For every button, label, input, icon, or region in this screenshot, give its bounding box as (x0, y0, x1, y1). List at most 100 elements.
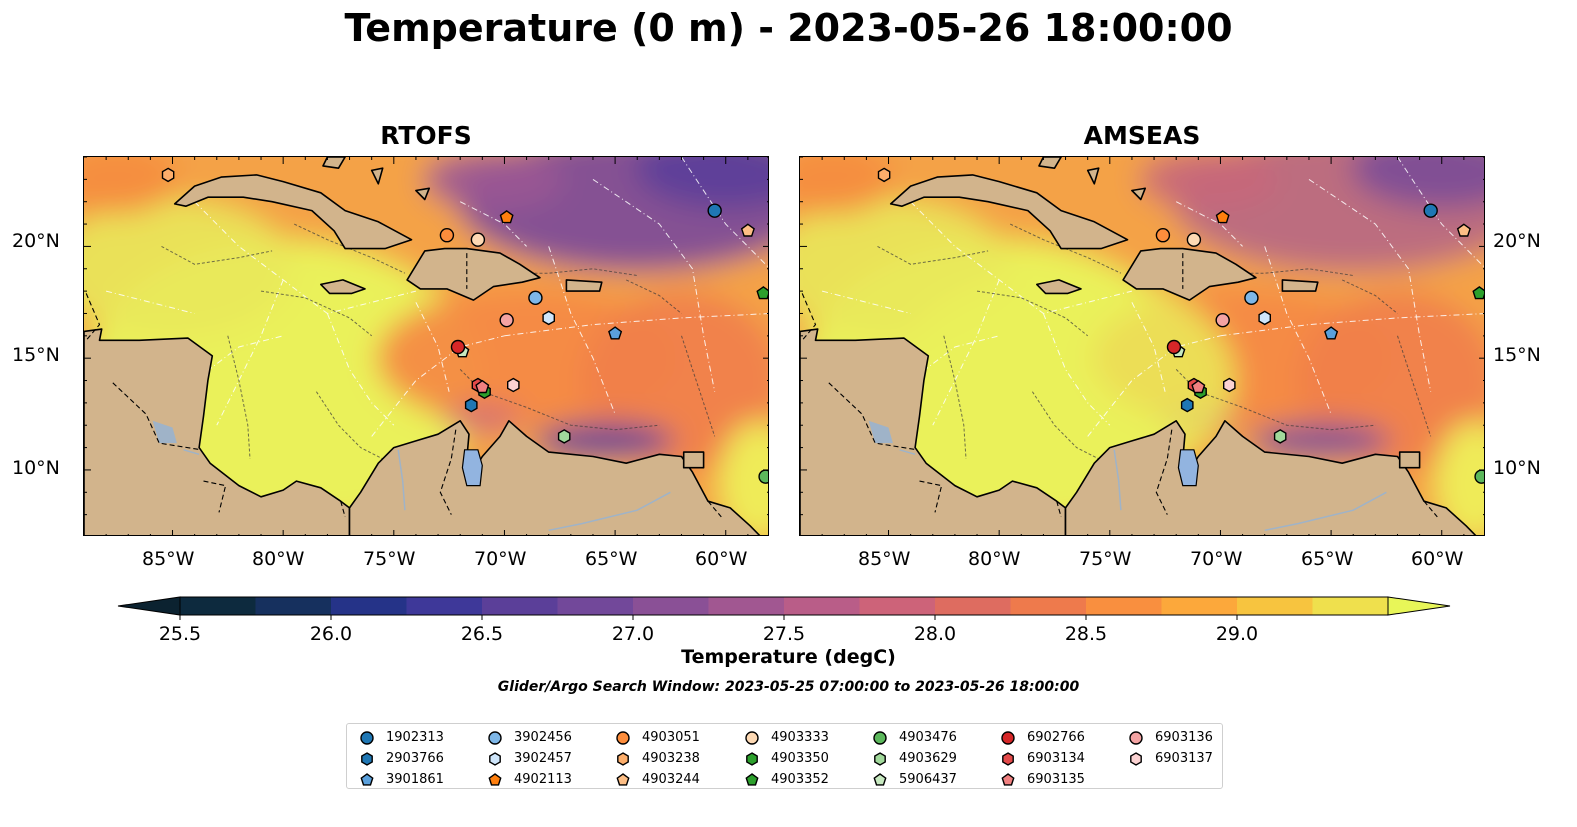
legend-item-label: 4903244 (642, 772, 700, 787)
map-panel-rtofs[interactable] (83, 156, 769, 536)
hexagon-marker-icon (1002, 751, 1014, 766)
legend-item: 4902113 (487, 769, 572, 790)
legend-item: 4903333 (744, 727, 829, 748)
panel-title-rtofs: RTOFS (380, 121, 472, 150)
float-marker-2903766 (464, 397, 478, 413)
legend-item-label: 6903137 (1155, 751, 1213, 766)
legend-item-label: 4903352 (771, 772, 829, 787)
circle-marker-icon (360, 730, 374, 745)
legend-item: 3902456 (487, 727, 572, 748)
legend-item: 6903135 (1000, 769, 1085, 790)
legend-column: 3902456 3902457 4902113 (487, 727, 572, 790)
panel-title-amseas: AMSEAS (1083, 121, 1201, 150)
float-marker-4903244 (740, 223, 755, 237)
lon-label-70w-right: 70°W (1190, 548, 1243, 570)
float-marker-4902113 (499, 210, 514, 224)
float-marker-4903244 (1456, 223, 1471, 237)
rtofs-map-svg (84, 157, 768, 535)
hexagon-marker-icon (489, 751, 501, 766)
legend-item: 6903134 (1000, 748, 1085, 769)
legend-item: 3901861 (359, 769, 444, 790)
float-marker-4903051 (1155, 228, 1171, 243)
legend-item-label: 4903476 (899, 730, 957, 745)
legend-item-label: 4903629 (899, 751, 957, 766)
legend-item-label: 3902456 (514, 730, 572, 745)
legend-item-label: 4903333 (771, 730, 829, 745)
float-marker-3901861 (608, 326, 623, 340)
search-window-text: Glider/Argo Search Window: 2023-05-25 07… (497, 679, 1080, 695)
colorbar-segment (557, 597, 634, 615)
colorbar-tick-label: 28.0 (914, 623, 956, 644)
colorbar-tick-label: 27.5 (763, 623, 805, 644)
colorbar-extend-low (117, 596, 181, 616)
legend-item: 1902313 (359, 727, 444, 748)
colorbar-tick-label: 25.5 (159, 623, 201, 644)
float-marker-3902456 (1244, 290, 1259, 306)
lon-label-80w-right: 80°W (968, 548, 1021, 570)
colorbar-tick-label: 28.5 (1065, 623, 1107, 644)
hexagon-marker-icon (874, 751, 886, 766)
lon-label-80w-left: 80°W (252, 548, 305, 570)
circle-marker-icon (488, 730, 502, 745)
legend-item-label: 4902113 (514, 772, 572, 787)
float-marker-4903352 (1472, 286, 1484, 300)
legend-item: 2903766 (359, 748, 444, 769)
legend-column: 6902766 6903134 6903135 (1000, 727, 1085, 790)
colorbar-segment (1010, 597, 1087, 615)
float-marker-6903136 (499, 312, 514, 328)
float-legend: 1902313 2903766 3901861 3902456 3902457 49021… (346, 723, 1223, 789)
colorbar-tick-label: 27.0 (612, 623, 654, 644)
legend-column: 4903333 4903350 4903352 (744, 727, 829, 790)
legend-item-label: 4903238 (642, 751, 700, 766)
lon-label-70w-left: 70°W (474, 548, 527, 570)
lon-label-85w-right: 85°W (858, 548, 911, 570)
float-marker-4903629 (1273, 429, 1287, 444)
colorbar-segment (935, 597, 1011, 615)
colorbar-segment (482, 597, 558, 615)
legend-item: 4903051 (615, 727, 700, 748)
legend-item: 4903238 (615, 748, 700, 769)
map-panel-amseas[interactable] (799, 156, 1485, 536)
colorbar-segment (859, 597, 936, 615)
colorbar-segment (1161, 597, 1238, 615)
legend-item: 4903629 (872, 748, 957, 769)
legend-column: 4903476 4903629 5906437 (872, 727, 957, 790)
pentagon-marker-icon (360, 772, 374, 786)
legend-item-label: 6902766 (1027, 730, 1085, 745)
legend-item-label: 6903136 (1155, 730, 1213, 745)
legend-item-label: 2903766 (386, 751, 444, 766)
legend-item-label: 1902313 (386, 730, 444, 745)
float-marker-1902313 (1423, 203, 1438, 218)
lon-label-75w-left: 75°W (363, 548, 416, 570)
lat-label-10n-left: 10°N (12, 457, 60, 479)
float-marker-6903135 (475, 379, 490, 394)
float-marker-4903476 (1474, 469, 1484, 484)
legend-item: 4903244 (615, 769, 700, 790)
float-marker-4903238 (877, 167, 891, 183)
lon-label-85w-left: 85°W (142, 548, 195, 570)
float-marker-6903135 (1191, 379, 1206, 394)
lat-label-20n-left: 20°N (12, 230, 60, 252)
lat-label-15n-right: 15°N (1493, 344, 1541, 366)
legend-item: 3902457 (487, 748, 572, 769)
lat-label-20n-right: 20°N (1493, 230, 1541, 252)
colorbar-tick-label: 26.5 (461, 623, 503, 644)
lon-label-65w-left: 65°W (585, 548, 638, 570)
colorbar-segment (331, 597, 407, 615)
colorbar-segment (180, 597, 256, 615)
float-marker-4903333 (470, 232, 486, 247)
pentagon-marker-icon (1001, 772, 1015, 786)
float-marker-3901861 (1324, 326, 1339, 340)
legend-item: 6903137 (1128, 748, 1213, 769)
colorbar-segment (633, 597, 709, 615)
legend-item: 4903350 (744, 748, 829, 769)
float-marker-4903629 (557, 429, 571, 444)
pentagon-marker-icon (873, 772, 887, 786)
figure-title: Temperature (0 m) - 2023-05-26 18:00:00 (344, 6, 1233, 50)
circle-marker-icon (745, 730, 759, 745)
colorbar-segment (406, 597, 483, 615)
lon-label-60w-right: 60°W (1411, 548, 1464, 570)
colorbar-segment (1312, 597, 1389, 615)
lat-label-10n-right: 10°N (1493, 457, 1541, 479)
colorbar-label: Temperature (degC) (681, 646, 896, 668)
